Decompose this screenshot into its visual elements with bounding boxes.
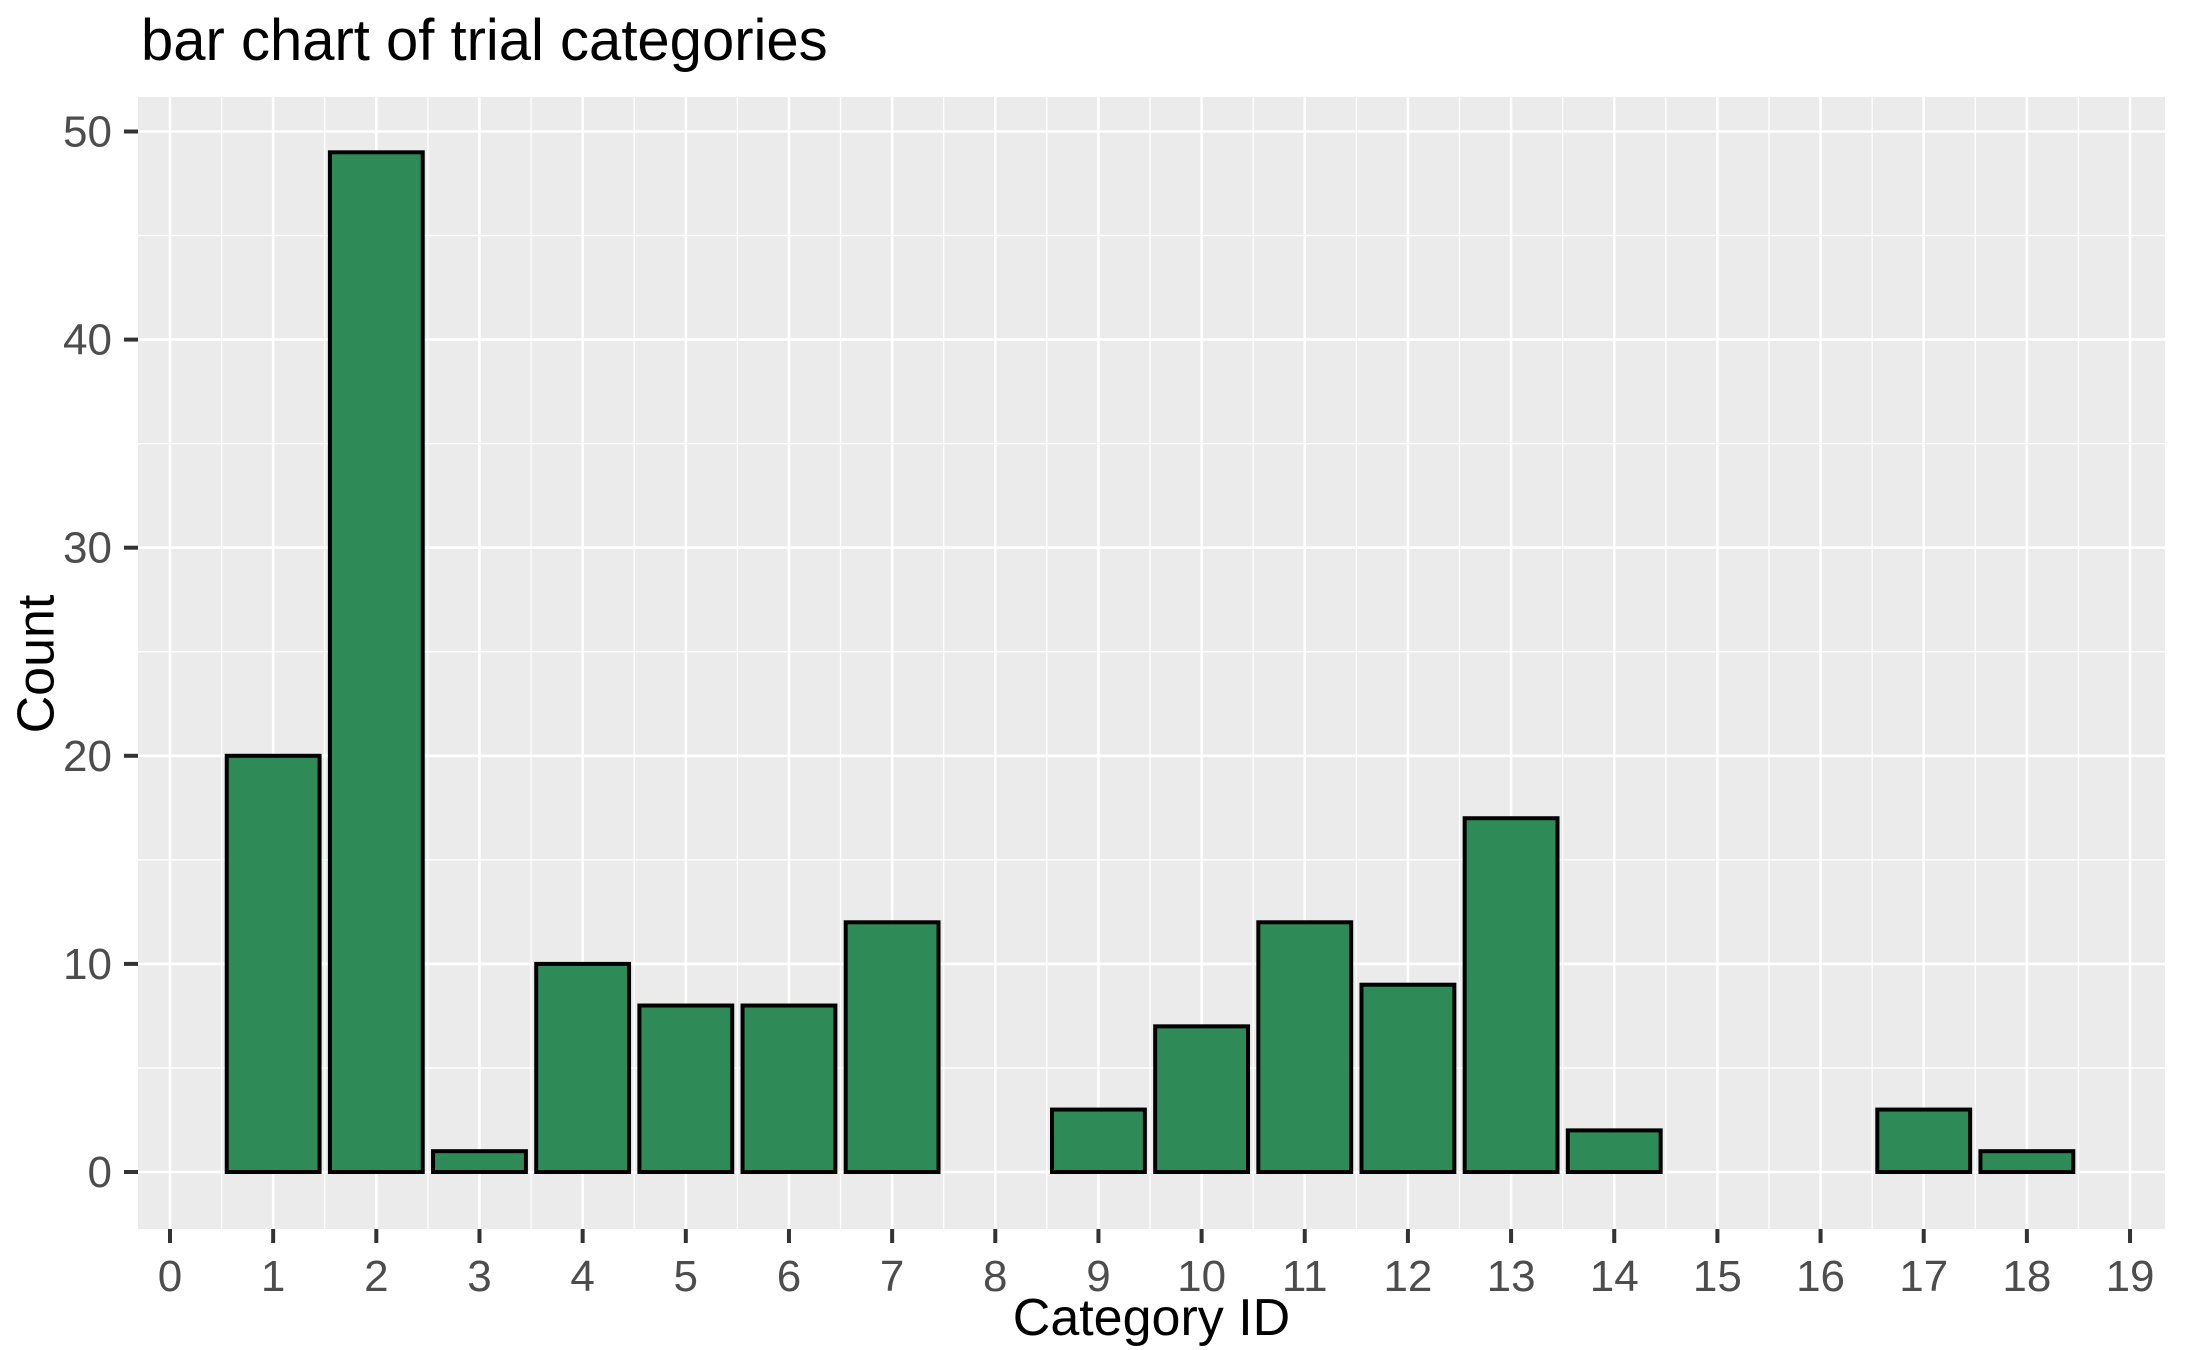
x-tick-label: 14 xyxy=(1590,1252,1639,1301)
bar-category-17 xyxy=(1875,1107,1973,1174)
x-axis-title: Category ID xyxy=(1012,1289,1291,1347)
x-tick-label: 17 xyxy=(1899,1252,1948,1301)
x-tick-label: 18 xyxy=(2002,1252,2051,1301)
bar-category-5 xyxy=(637,1003,735,1175)
x-tick-label: 1 xyxy=(261,1252,285,1301)
y-tick-label: 0 xyxy=(88,1148,112,1197)
bar-category-18 xyxy=(1978,1149,2076,1174)
x-tick-label: 15 xyxy=(1693,1252,1742,1301)
x-tick-label: 19 xyxy=(2106,1252,2155,1301)
x-tick-label: 11 xyxy=(1282,1252,1328,1301)
x-tick-label: 5 xyxy=(674,1252,698,1301)
x-tick-label: 4 xyxy=(570,1252,594,1301)
bar-category-3 xyxy=(431,1149,528,1174)
bar-category-6 xyxy=(740,1003,838,1175)
x-tick-label: 0 xyxy=(158,1252,182,1301)
bar-category-7 xyxy=(843,920,941,1175)
y-tick-label: 50 xyxy=(63,108,112,157)
bar-category-11 xyxy=(1256,920,1354,1175)
x-tick-label: 16 xyxy=(1796,1252,1845,1301)
x-tick-label: 8 xyxy=(983,1252,1007,1301)
bar-category-10 xyxy=(1153,1024,1251,1174)
x-tick-label: 3 xyxy=(467,1252,491,1301)
y-tick-label: 10 xyxy=(63,940,112,989)
bar-category-14 xyxy=(1565,1128,1663,1175)
y-tick-label: 40 xyxy=(63,316,112,365)
y-tick-label: 30 xyxy=(63,524,112,573)
chart-title: bar chart of trial categories xyxy=(141,8,828,73)
x-tick-label: 6 xyxy=(777,1252,801,1301)
bar-category-9 xyxy=(1050,1107,1147,1174)
x-tick-label: 7 xyxy=(880,1252,904,1301)
x-tick-label: 2 xyxy=(364,1252,388,1301)
bar-category-4 xyxy=(534,961,632,1175)
bar-category-2 xyxy=(327,150,425,1174)
y-tick-label: 20 xyxy=(63,732,112,781)
x-tick-label: 13 xyxy=(1487,1252,1536,1301)
y-axis-title: Count xyxy=(7,594,66,734)
bar-category-12 xyxy=(1359,982,1457,1175)
x-tick-label: 10 xyxy=(1177,1252,1226,1301)
x-tick-label: 9 xyxy=(1086,1252,1110,1301)
x-tick-label: 12 xyxy=(1383,1252,1432,1301)
bar-category-13 xyxy=(1462,816,1560,1174)
plot-panel xyxy=(138,97,2165,1229)
bar-category-1 xyxy=(224,753,322,1174)
